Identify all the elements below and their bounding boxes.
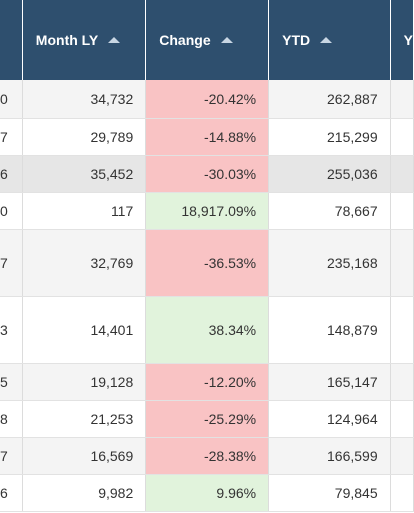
table-row: 3 14,401 38.34% 148,879: [0, 296, 414, 364]
cell-month-ly: 29,789: [22, 118, 147, 156]
cell-month-ly: 35,452: [22, 155, 147, 193]
cell-ytd: 235,168: [268, 229, 391, 297]
cell-first: 0: [0, 80, 23, 119]
cell-change: -36.53%: [145, 229, 270, 297]
cell-first: 8: [0, 400, 23, 438]
cell-last: [390, 80, 414, 119]
table-row: 7 29,789 -14.88% 215,299: [0, 118, 414, 156]
cell-ytd: 79,845: [268, 474, 391, 512]
column-header-change-label: Change: [159, 32, 211, 48]
cell-change: 38.34%: [145, 296, 270, 364]
cell-first: 7: [0, 118, 23, 156]
sort-ascending-icon[interactable]: [220, 37, 233, 43]
cell-last: [390, 296, 414, 364]
cell-change: -28.38%: [145, 437, 270, 475]
column-header-first[interactable]: [0, 0, 23, 80]
cell-last: [390, 400, 414, 438]
table-header-row: Month LY Change YTD Y: [0, 0, 414, 80]
cell-change: -14.88%: [145, 118, 270, 156]
cell-change: -25.29%: [145, 400, 270, 438]
column-header-ytd-label: YTD: [282, 32, 311, 48]
table-row: 5 19,128 -12.20% 165,147: [0, 363, 414, 401]
cell-first: 5: [0, 363, 23, 401]
cell-change: -20.42%: [145, 80, 270, 119]
cell-change: 9.96%: [145, 474, 270, 512]
table-row: 7 32,769 -36.53% 235,168: [0, 229, 414, 297]
table-row: 7 16,569 -28.38% 166,599: [0, 437, 414, 475]
cell-last: [390, 192, 414, 230]
cell-ytd: 78,667: [268, 192, 391, 230]
cell-ytd: 262,887: [268, 80, 391, 119]
cell-last: [390, 229, 414, 297]
cell-ytd: 215,299: [268, 118, 391, 156]
cell-ytd: 255,036: [268, 155, 391, 193]
table-row: 0 117 18,917.09% 78,667: [0, 192, 414, 230]
cell-month-ly: 14,401: [22, 296, 147, 364]
column-header-ytd[interactable]: YTD: [268, 0, 391, 80]
cell-first: 6: [0, 474, 23, 512]
cell-last: [390, 437, 414, 475]
cell-first: 7: [0, 229, 23, 297]
column-header-month-ly[interactable]: Month LY: [22, 0, 147, 80]
cell-ytd: 165,147: [268, 363, 391, 401]
column-header-last[interactable]: Y: [390, 0, 414, 80]
cell-month-ly: 117: [22, 192, 147, 230]
cell-first: 3: [0, 296, 23, 364]
column-header-change[interactable]: Change: [145, 0, 270, 80]
table-row: 6 9,982 9.96% 79,845: [0, 474, 414, 512]
table-row: 0 34,732 -20.42% 262,887: [0, 80, 414, 119]
cell-month-ly: 32,769: [22, 229, 147, 297]
cell-last: [390, 155, 414, 193]
cell-change: -30.03%: [145, 155, 270, 193]
cell-ytd: 124,964: [268, 400, 391, 438]
cell-month-ly: 34,732: [22, 80, 147, 119]
cell-month-ly: 21,253: [22, 400, 147, 438]
table-row: 6 35,452 -30.03% 255,036: [0, 155, 414, 193]
sort-ascending-icon[interactable]: [320, 37, 333, 43]
cell-last: [390, 363, 414, 401]
cell-ytd: 166,599: [268, 437, 391, 475]
cell-ytd: 148,879: [268, 296, 391, 364]
cell-month-ly: 19,128: [22, 363, 147, 401]
cell-month-ly: 16,569: [22, 437, 147, 475]
cell-first: 7: [0, 437, 23, 475]
cell-first: 6: [0, 155, 23, 193]
cell-first: 0: [0, 192, 23, 230]
sort-ascending-icon[interactable]: [108, 37, 121, 43]
cell-change: 18,917.09%: [145, 192, 270, 230]
cell-month-ly: 9,982: [22, 474, 147, 512]
column-header-month-ly-label: Month LY: [35, 32, 99, 48]
cell-last: [390, 474, 414, 512]
table-row: 8 21,253 -25.29% 124,964: [0, 400, 414, 438]
cell-last: [390, 118, 414, 156]
cell-change: -12.20%: [145, 363, 270, 401]
